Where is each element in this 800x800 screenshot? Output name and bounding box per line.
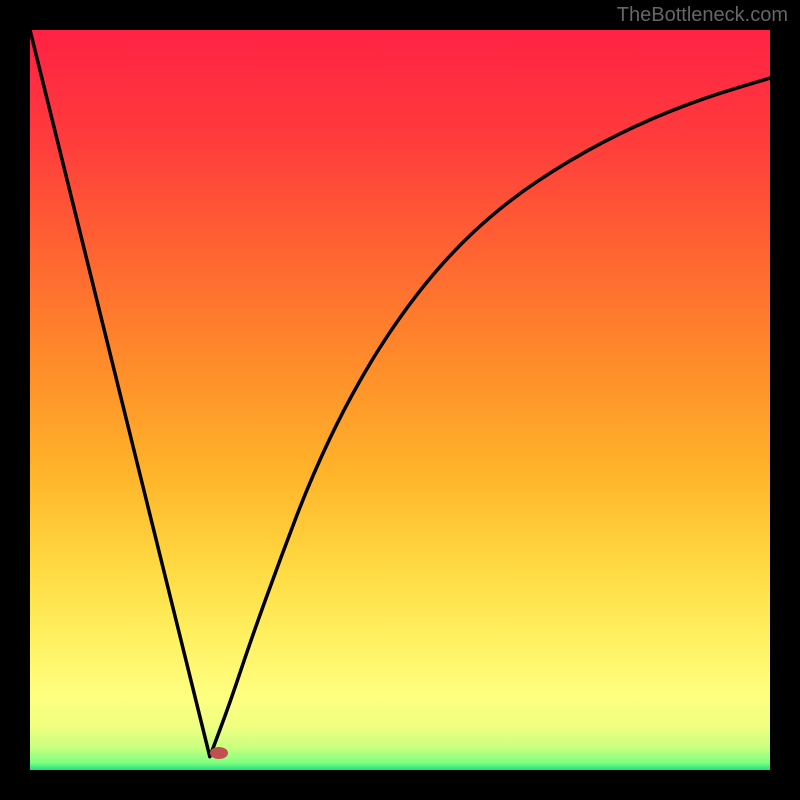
optimal-point-marker bbox=[210, 747, 228, 759]
attribution-text: TheBottleneck.com bbox=[617, 4, 788, 27]
bottleneck-curve bbox=[30, 30, 770, 770]
plot-area bbox=[30, 30, 770, 770]
